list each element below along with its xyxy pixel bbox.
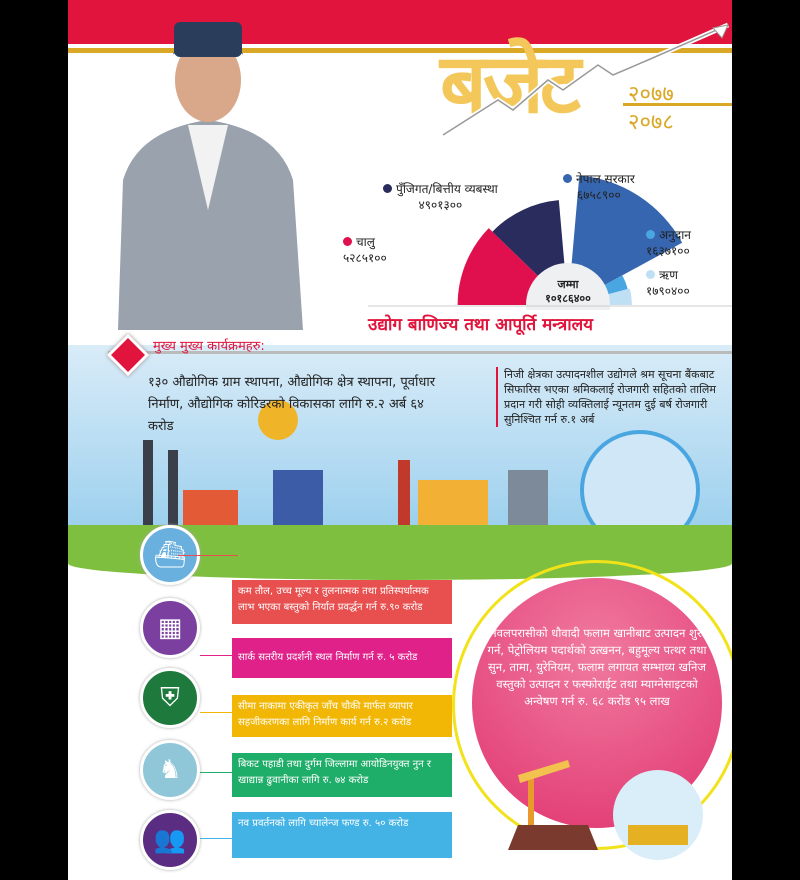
connector [200, 838, 232, 839]
building [508, 470, 548, 530]
border-checkpoint-icon: ⛨ [140, 668, 200, 728]
chimney [398, 460, 410, 530]
connector [200, 772, 232, 773]
budget-rose-chart: चालु ५२८५१०० पुँजिगत/बित्तीय व्यबस्था ४९०१… [328, 160, 732, 310]
connector [178, 555, 238, 556]
section-header: मुख्य मुख्य कार्यक्रमहरु: [108, 338, 732, 354]
program-item: नव प्रवर्तनको लागि च्यालेन्ज फण्ड रु. ५०… [232, 812, 452, 858]
main-program-text: १३० औद्योगिक ग्राम स्थापना, औद्योगिक क्ष… [148, 375, 436, 434]
mining-program-text: नवलपरासीको धौवादी फलाम खानीबाट उत्पादन श… [487, 626, 707, 708]
legend-grant: अनुदान १६३७१०० [646, 228, 691, 258]
chart-total: जम्मा १०१८६४०० [545, 278, 591, 306]
mining-illustration [508, 760, 703, 860]
program-item: कम तौल, उच्च मूल्य र तुलनात्मक तथा प्रति… [232, 580, 452, 624]
factory [183, 490, 238, 530]
chart-center [526, 263, 610, 310]
program-item: सीमा नाकामा एकीकृत जाँच चौकी मार्फत व्या… [232, 695, 452, 737]
program-item: बिकट पहाडी तथा दुर्गम जिल्लामा आयोडिनयुक… [232, 753, 452, 797]
chimney [143, 440, 153, 530]
connector [200, 655, 232, 656]
section-title: मुख्य मुख्य कार्यक्रमहरु: [153, 339, 265, 354]
minister-photo [118, 22, 303, 330]
legend-chalu: चालु ५२८५१०० [343, 235, 387, 265]
factory [418, 480, 488, 530]
program-item: सार्क सतरीय प्रदर्शनी स्थल निर्माण गर्न … [232, 638, 452, 678]
year-bottom: २०७८ [628, 110, 674, 135]
growth-arrow-icon [441, 22, 730, 138]
divider [68, 48, 732, 53]
people-group-icon: 👥 [140, 810, 200, 870]
ministry-title: उद्योग बाणिज्य तथा आपूर्ति मन्त्रालय [368, 315, 594, 335]
year-top: २०७७ [628, 82, 674, 107]
rose-sector [568, 175, 683, 305]
building [273, 470, 323, 530]
mule-transport-icon: ♞ [140, 740, 200, 800]
legend-capital: पुँजिगत/बित्तीय व्यबस्था ४९०१३०० [383, 182, 498, 213]
chimney [168, 450, 178, 530]
legend-nepal-govt: नेपाल सरकार ६७५८९०० [563, 172, 635, 203]
sun-icon [258, 400, 298, 440]
connector [200, 712, 232, 713]
legend-loan: ऋण १७९०४०० [646, 268, 690, 298]
divider [623, 103, 732, 106]
employment-program-text: निजी क्षेत्रका उत्पादनशील उद्योगले श्रम … [496, 367, 724, 427]
expo-icon: ▦ [140, 598, 200, 658]
infographic: बजेट २०७७ २०७८ चालु ५२८५१०० पुँजिगत/बित्त… [68, 0, 732, 880]
